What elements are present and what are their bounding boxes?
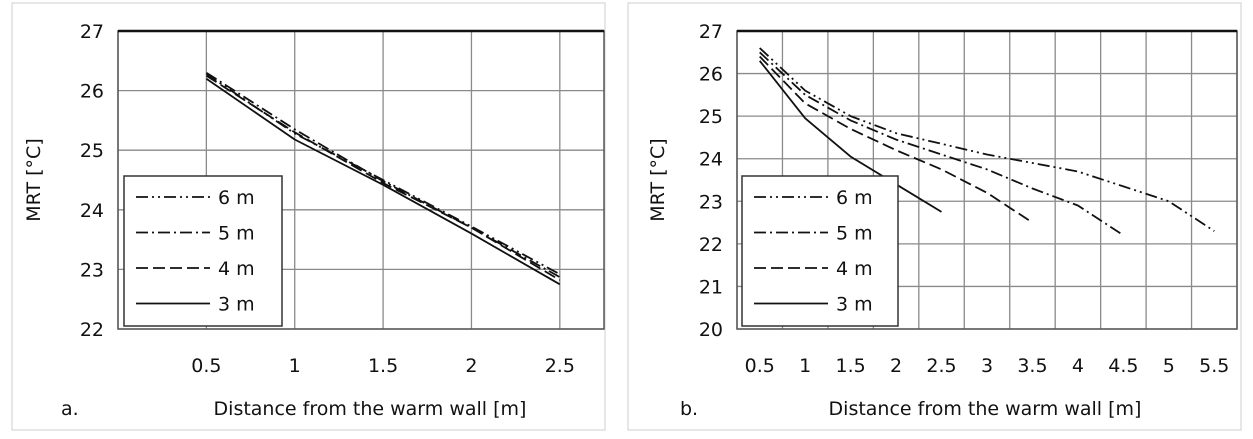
chart-panel-a: 22 23 24 25 26 27 0.5 1 1.5 2 2.5 6 m 5 m 4 m 3 m MRT [… <box>11 2 606 431</box>
y-tick-label: 22 <box>80 319 104 341</box>
y-tick-label: 27 <box>80 21 104 43</box>
y-tick-label: 20 <box>699 319 723 341</box>
x-tick-label: 2.5 <box>545 355 575 377</box>
x-tick-label: 3.5 <box>1017 355 1047 377</box>
series-line-5m <box>759 51 1124 237</box>
y-tick-label: 23 <box>699 191 723 213</box>
x-axis-label: Distance from the warm wall [m] <box>829 398 1142 420</box>
y-axis-label: MRT [°C] <box>23 138 45 221</box>
legend-label: 6 m <box>218 187 255 209</box>
y-tick-label: 24 <box>80 200 104 222</box>
panel-label: a. <box>61 398 79 420</box>
series-line-4m <box>205 74 561 281</box>
series-line-5m <box>205 71 561 278</box>
x-tick-label: 1.5 <box>368 355 398 377</box>
y-tick-label: 27 <box>699 21 723 43</box>
y-axis-label: MRT [°C] <box>647 138 669 221</box>
x-tick-label: 5.5 <box>1199 355 1229 377</box>
y-tick-label: 23 <box>80 259 104 281</box>
legend-box <box>123 175 283 327</box>
y-tick-label: 21 <box>699 276 723 298</box>
series-line-3m <box>758 60 942 213</box>
x-tick-label: 2 <box>890 355 902 377</box>
y-tick-label: 26 <box>699 64 723 86</box>
y-tick-label: 25 <box>699 106 723 128</box>
x-tick-label: 2 <box>465 355 477 377</box>
series-line-6m <box>205 73 561 275</box>
series-line-6m <box>759 47 1215 232</box>
panel-label: b. <box>680 398 698 420</box>
x-tick-label: 2.5 <box>926 355 956 377</box>
y-tick-label: 24 <box>699 149 723 171</box>
y-tick-label: 25 <box>80 140 104 162</box>
legend-label: 5 m <box>836 223 873 245</box>
x-tick-label: 1.5 <box>836 355 866 377</box>
chart-panel-b: 20 21 22 23 24 25 26 27 0.5 1 1.5 2 2.5 3 3.5 4 4.5 5 5.5 6… <box>627 2 1242 431</box>
legend-label: 3 m <box>218 294 255 316</box>
legend-label: 5 m <box>218 223 255 245</box>
x-axis-label: Distance from the warm wall [m] <box>214 398 527 420</box>
x-tick-label: 4.5 <box>1108 355 1138 377</box>
legend-box <box>741 175 899 327</box>
x-tick-label: 4 <box>1072 355 1084 377</box>
legend-label: 4 m <box>218 258 255 280</box>
y-tick-label: 26 <box>80 81 104 103</box>
x-tick-label: 5 <box>1163 355 1175 377</box>
y-tick-label: 22 <box>699 234 723 256</box>
x-tick-label: 0.5 <box>745 355 775 377</box>
x-tick-label: 1 <box>799 355 811 377</box>
x-tick-label: 0.5 <box>191 355 221 377</box>
legend-label: 6 m <box>836 187 873 209</box>
x-tick-label: 1 <box>289 355 301 377</box>
x-tick-label: 3 <box>981 355 993 377</box>
legend-label: 3 m <box>836 294 873 316</box>
series-line-3m <box>205 77 561 286</box>
legend-label: 4 m <box>836 258 873 280</box>
